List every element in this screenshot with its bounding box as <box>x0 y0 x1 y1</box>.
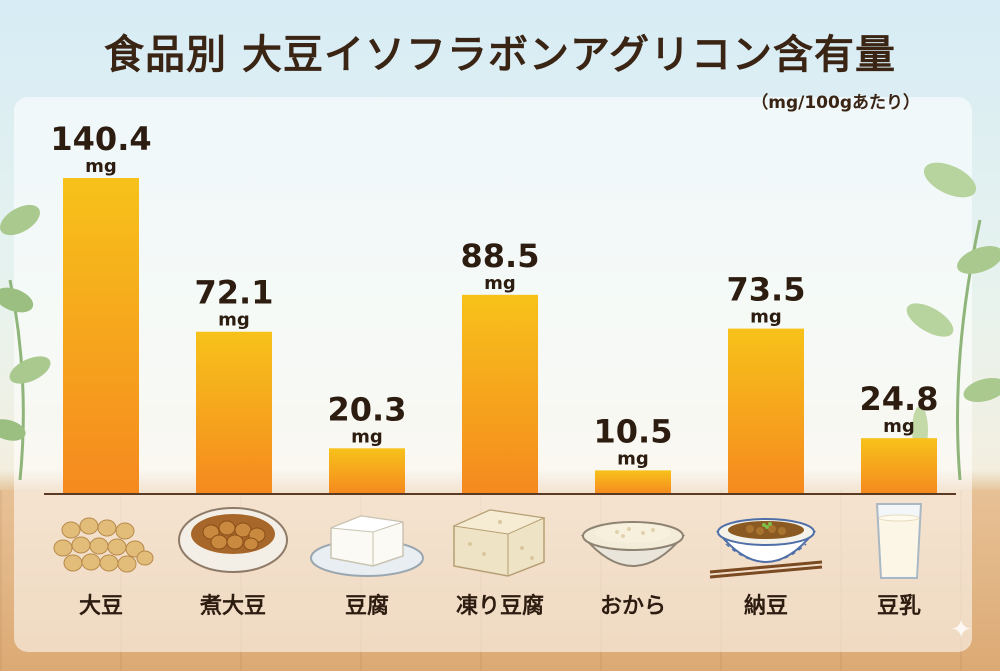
unit-label-6: mg <box>750 307 782 328</box>
food-soy-milk: 豆乳 <box>837 500 961 650</box>
value-label-5: 10.5 <box>594 412 673 450</box>
bar-3 <box>329 448 405 494</box>
natto-icon <box>709 518 823 579</box>
soybeans-icon <box>53 517 154 573</box>
unit-label-5: mg <box>617 448 649 469</box>
value-label-1: 140.4 <box>50 120 151 158</box>
value-label-3: 20.3 <box>328 390 407 428</box>
tofu-icon <box>310 515 424 577</box>
bar-5 <box>595 470 671 494</box>
food-soybeans: 大豆 <box>39 500 163 650</box>
category-label-tofu: 豆腐 <box>344 594 389 619</box>
value-label-6: 73.5 <box>727 271 806 309</box>
soybean-leaves-left-icon <box>0 204 51 480</box>
food-tofu: 豆腐 <box>305 500 429 650</box>
page-title: 食品別 大豆イソフラボンアグリコン含有量 <box>104 32 896 78</box>
okara-icon <box>580 521 686 567</box>
category-label-okara: おから <box>599 594 666 619</box>
category-label-natto: 納豆 <box>743 594 788 619</box>
unit-label-3: mg <box>351 426 383 447</box>
soy-milk-icon <box>875 503 923 579</box>
bar-4 <box>462 294 538 494</box>
category-label-soy-milk: 豆乳 <box>876 594 921 619</box>
category-label-freeze-dried-tofu: 凍り豆腐 <box>455 594 544 619</box>
value-label-2: 72.1 <box>195 274 274 312</box>
food-simmered-soybeans: 煮大豆 <box>171 500 295 650</box>
bar-2 <box>196 331 272 494</box>
unit-label-2: mg <box>218 310 250 331</box>
bar-7 <box>861 438 937 494</box>
unit-subtitle: （mg/100gあたり） <box>751 93 920 113</box>
value-label-4: 88.5 <box>461 237 540 275</box>
unit-label-4: mg <box>484 273 516 294</box>
category-label-simmered-soybeans: 煮大豆 <box>199 594 266 619</box>
bar-1 <box>63 178 139 494</box>
unit-label-1: mg <box>85 156 117 177</box>
food-okara: おから <box>571 500 695 650</box>
food-natto: 納豆 <box>704 500 828 650</box>
sparkle-icon: ✦ <box>950 615 972 645</box>
bar-6 <box>728 328 804 494</box>
food-illustrations: 大豆 煮大豆 豆腐 凍り豆腐 <box>0 500 1000 660</box>
unit-label-7: mg <box>883 416 915 437</box>
category-label-soybeans: 大豆 <box>78 594 123 619</box>
value-label-7: 24.8 <box>860 380 939 418</box>
simmered-soybeans-icon <box>178 507 288 573</box>
freeze-dried-tofu-icon <box>452 509 546 577</box>
food-freeze-dried-tofu: 凍り豆腐 <box>438 500 562 650</box>
